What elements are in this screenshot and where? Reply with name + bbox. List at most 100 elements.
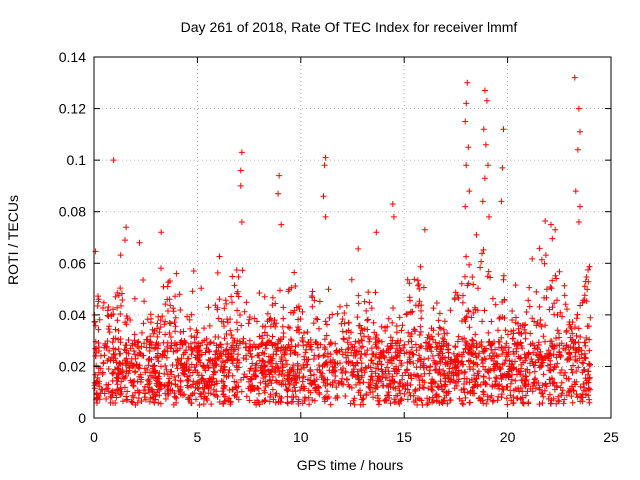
data-point	[117, 252, 124, 259]
data-point	[256, 390, 262, 397]
data-point	[163, 354, 170, 361]
data-point	[332, 340, 339, 347]
data-point	[276, 393, 283, 400]
data-point	[285, 324, 292, 330]
data-point	[199, 375, 206, 382]
data-point	[352, 349, 359, 356]
data-point	[171, 342, 178, 349]
data-point	[486, 213, 492, 220]
data-point	[91, 385, 98, 392]
data-point	[256, 290, 263, 296]
y-tick-label: 0.06	[59, 255, 86, 271]
data-point	[115, 370, 122, 377]
data-point	[542, 338, 548, 345]
data-point	[376, 358, 383, 365]
data-point	[252, 362, 259, 369]
data-point	[225, 369, 232, 376]
data-point	[458, 280, 465, 287]
data-point	[353, 381, 359, 388]
data-point	[392, 349, 399, 356]
data-point	[254, 384, 261, 391]
data-point	[361, 333, 367, 340]
data-point	[462, 394, 469, 401]
data-point	[572, 188, 579, 195]
data-point	[432, 367, 438, 374]
y-tick-label: 0	[78, 410, 86, 426]
data-point	[370, 394, 377, 401]
data-point	[173, 362, 180, 369]
data-point	[549, 235, 556, 242]
data-point	[272, 300, 279, 307]
data-point	[311, 297, 318, 304]
data-point	[110, 345, 117, 352]
data-point	[421, 370, 428, 377]
data-point	[162, 395, 169, 402]
data-point	[272, 365, 279, 372]
data-point	[561, 282, 568, 289]
data-point	[503, 384, 510, 390]
data-point	[516, 355, 523, 362]
data-point	[368, 373, 374, 380]
data-point	[524, 388, 531, 395]
data-point	[164, 343, 171, 350]
data-point	[502, 357, 509, 364]
data-point	[455, 294, 462, 301]
data-point	[483, 97, 490, 104]
data-point	[376, 373, 383, 379]
data-point	[381, 353, 388, 360]
data-point	[503, 340, 510, 347]
data-point	[387, 345, 394, 352]
data-point	[305, 376, 311, 383]
data-point	[106, 329, 113, 336]
data-point	[321, 398, 328, 405]
data-point	[100, 299, 107, 306]
data-point	[389, 319, 396, 326]
data-point	[463, 100, 470, 107]
data-point	[188, 344, 195, 351]
data-point	[538, 362, 544, 369]
data-point	[396, 314, 403, 321]
data-point	[473, 344, 480, 351]
data-point	[140, 320, 147, 327]
data-point	[284, 393, 291, 400]
data-point	[533, 322, 540, 329]
data-point	[280, 304, 287, 311]
data-point	[123, 397, 130, 404]
data-point	[167, 320, 174, 327]
y-tick-label: 0.12	[59, 101, 86, 117]
data-point	[135, 389, 142, 396]
data-point	[387, 357, 394, 364]
data-point	[175, 388, 182, 395]
data-point	[397, 380, 404, 387]
data-point	[508, 397, 515, 404]
data-point	[392, 385, 399, 392]
data-point	[193, 380, 200, 387]
data-point	[562, 369, 569, 376]
data-point	[105, 381, 112, 388]
data-point	[240, 335, 247, 342]
data-point	[459, 400, 466, 407]
data-point	[473, 231, 480, 238]
data-point	[483, 400, 490, 407]
data-point	[513, 314, 519, 321]
data-point	[417, 343, 424, 349]
data-point	[291, 384, 298, 391]
data-point	[384, 364, 391, 371]
data-point	[460, 292, 466, 299]
data-point	[122, 237, 128, 244]
data-point	[234, 326, 241, 333]
data-point	[586, 347, 593, 354]
data-point	[143, 344, 150, 351]
data-point	[447, 397, 454, 403]
data-point	[235, 351, 241, 358]
data-point	[124, 388, 131, 395]
data-point	[533, 351, 540, 358]
data-point	[272, 323, 279, 330]
data-point	[309, 288, 316, 295]
data-point	[329, 363, 336, 370]
data-point	[308, 293, 315, 299]
data-point	[134, 399, 141, 406]
data-point	[185, 396, 192, 403]
data-point	[219, 368, 226, 374]
data-point	[381, 354, 388, 361]
